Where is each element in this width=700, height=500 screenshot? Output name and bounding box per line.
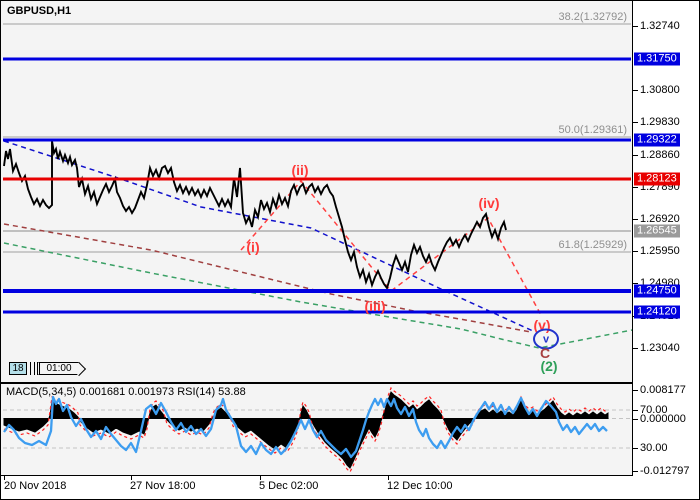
price-level-badge: 1.24120 [634, 305, 680, 319]
price-tick-mark [633, 26, 638, 27]
price-level-badge: 1.29322 [634, 133, 680, 147]
rsi-line [3, 395, 608, 459]
scale-marker: 18 [9, 362, 27, 375]
price-series [3, 140, 507, 291]
fib-label: 61.8(1.25929) [558, 239, 628, 251]
indicator-tick-mark [633, 419, 638, 420]
wave-label: (iii) [364, 298, 386, 314]
marker-divider [30, 362, 31, 375]
time-tick-mark [260, 476, 261, 480]
price-level-badge: 1.26545 [634, 224, 680, 238]
price-tick-label: 1.26920 [640, 213, 680, 225]
price-tick-label: 1.30800 [640, 84, 680, 96]
wave-label: (2) [540, 358, 558, 374]
price-level-badge: 1.24750 [634, 284, 680, 298]
indicator-canvas [3, 386, 631, 474]
price-tick-mark [633, 122, 638, 123]
symbol-label: GBPUSD,H1 [7, 5, 72, 17]
fib-label: 38.2(1.32792) [558, 11, 628, 23]
indicator-panel[interactable]: MACD(5,34,5) 0.001681 0.001973 RSI(14) 5… [1, 384, 633, 475]
price-tick-label: 1.28860 [640, 149, 680, 161]
indicator-tick-mark [633, 448, 638, 449]
blue-trendline [3, 140, 534, 332]
price-tick-mark [633, 155, 638, 156]
indicator-label: MACD(5,34,5) 0.001681 0.001973 RSI(14) 5… [6, 386, 246, 398]
green-channel [3, 242, 633, 349]
indicator-tick-mark [633, 410, 638, 411]
time-tick-mark [131, 476, 132, 480]
time-tick-label: 12 Dec 10:00 [387, 480, 453, 492]
indicator-tick-mark [633, 390, 638, 391]
red-wave-path [240, 179, 542, 316]
time-tick-label: 5 Dec 02:00 [259, 480, 319, 492]
wave-label: (iv) [478, 195, 500, 211]
price-tick-label: 1.32740 [640, 20, 680, 32]
wave-label: C [539, 345, 551, 361]
time-tick-label: 20 Nov 2018 [4, 480, 67, 492]
indicator-tick-label: -0.012797 [640, 465, 690, 477]
indicator-bottom-border [1, 475, 633, 476]
fib-label: 50.0(1.29361) [558, 124, 628, 136]
wave-label: (i) [246, 239, 260, 255]
maroon-channel [3, 223, 532, 333]
price-tick-mark [633, 283, 638, 284]
price-level-badge: 1.28123 [634, 172, 680, 186]
price-tick-label: 1.29830 [640, 116, 680, 128]
price-chart-canvas [3, 23, 633, 349]
indicator-tick-label: 0.008177 [640, 384, 686, 396]
indicator-tick-label: 0.000000 [640, 413, 686, 425]
price-tick-mark [633, 187, 638, 188]
price-tick-mark [633, 348, 638, 349]
marker-divider [34, 362, 35, 375]
indicator-tick-mark [633, 471, 638, 472]
time-tick-mark [4, 476, 5, 480]
time-tick-mark [388, 476, 389, 480]
indicator-tick-label: 70.00 [640, 404, 668, 416]
price-axis-separator [632, 1, 633, 476]
wave-circle-label: v [533, 328, 559, 350]
price-tick-mark [633, 90, 638, 91]
price-axis: 1.32740 1.30800 1.29830 1.28860 1.27890 1.269… [633, 1, 699, 477]
price-tick-mark [633, 219, 638, 220]
price-tick-label: 1.23040 [640, 342, 680, 354]
time-axis: 20 Nov 2018 27 Nov 18:00 5 Dec 02:00 12 Dec… [1, 476, 699, 499]
price-tick-label: 1.25950 [640, 245, 680, 257]
main-price-plot[interactable]: GBPUSD,H1 38.2(1.32792) 50.0(1.29361) 61.8… [1, 1, 633, 382]
time-tick-label: 27 Nov 18:00 [130, 480, 196, 492]
price-level-badge: 1.31750 [634, 52, 680, 66]
panel-separator [1, 382, 633, 384]
indicator-tick-label: 30.00 [640, 442, 668, 454]
price-tick-mark [633, 251, 638, 252]
wave-label: (ii) [291, 162, 309, 178]
